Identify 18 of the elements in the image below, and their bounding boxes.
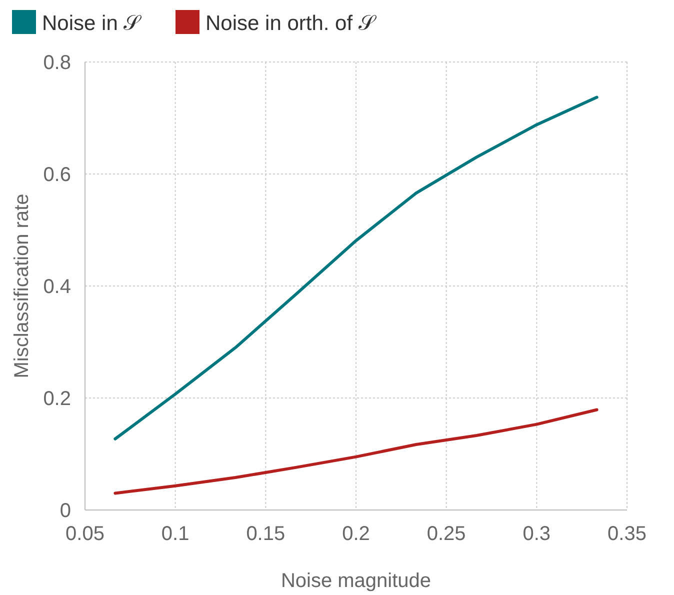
y-tick-label: 0.4 bbox=[43, 276, 71, 298]
x-tick-label: 0.2 bbox=[342, 523, 370, 545]
y-axis-title: Misclassification rate bbox=[11, 194, 33, 378]
x-axis-title: Noise magnitude bbox=[280, 570, 432, 592]
y-tick-label: 0 bbox=[60, 500, 71, 522]
x-tick-label: 0.35 bbox=[608, 523, 646, 545]
legend-label: Noise in orth. of 𝒮 bbox=[206, 12, 378, 35]
y-tick-label: 0.8 bbox=[43, 52, 71, 74]
x-tick-label: 0.15 bbox=[246, 523, 286, 545]
x-tick-label: 0.05 bbox=[66, 523, 104, 545]
y-tick-label: 0.2 bbox=[43, 388, 71, 410]
y-tick-label: 0.6 bbox=[43, 164, 71, 186]
x-tick-label: 0.3 bbox=[522, 523, 551, 545]
line-series bbox=[114, 408, 598, 495]
x-tick-label: 0.25 bbox=[426, 523, 466, 545]
x-tick-label: 0.1 bbox=[161, 523, 190, 545]
line-series bbox=[114, 96, 598, 440]
legend-label: Noise in 𝒮 bbox=[42, 12, 143, 35]
